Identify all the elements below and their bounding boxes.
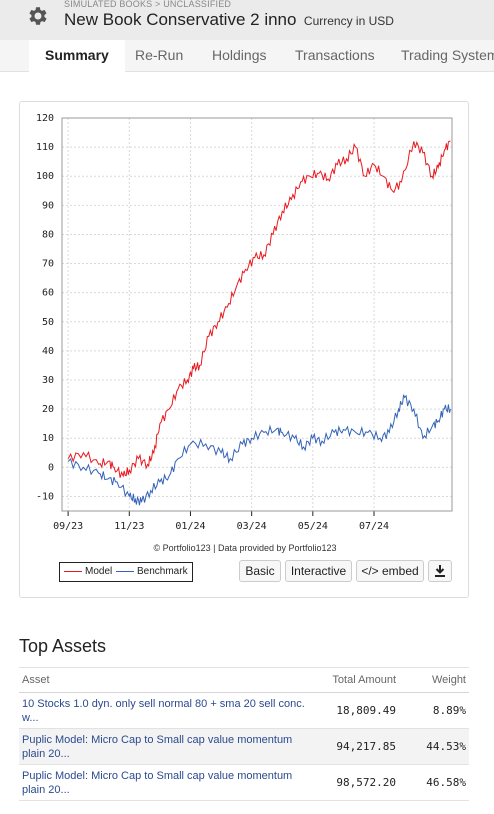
legend-item-model[interactable]: Model	[64, 566, 112, 577]
asset-link[interactable]: 10 Stocks 1.0 dyn. only sell normal 80 +…	[19, 692, 309, 729]
y-tick-label: 120	[36, 113, 54, 124]
weight-cell: 8.89%	[399, 692, 469, 729]
y-tick-label: 10	[42, 433, 54, 444]
x-axis: 09/23 11/23 01/24 03/24 05/24 07/24	[53, 511, 389, 532]
chart-series	[67, 140, 451, 506]
download-button[interactable]	[428, 560, 452, 582]
tab-summary[interactable]: Summary	[29, 40, 125, 73]
y-tick-label: 60	[42, 288, 54, 299]
weight-cell: 46.58%	[399, 764, 469, 801]
y-tick-label: -10	[36, 491, 54, 502]
asset-link[interactable]: Puplic Model: Micro Cap to Small cap val…	[19, 728, 309, 765]
x-tick-label: 11/23	[114, 521, 144, 532]
column-header-weight[interactable]: Weight	[399, 667, 469, 693]
top-assets-table: Asset Total Amount Weight 10 Stocks 1.0 …	[19, 667, 469, 801]
weight-cell: 44.53%	[399, 728, 469, 765]
chart-legend: Model Benchmark	[59, 562, 193, 582]
x-tick-label: 01/24	[175, 521, 205, 532]
y-tick-label: 0	[48, 462, 54, 473]
performance-chart-panel: -10 0 10 20 30 40 50 60 70 80 90 100 110 120 09/23 11/…	[19, 101, 469, 598]
page-header: SIMULATED BOOKS > UNCLASSIFIED New Book …	[0, 0, 494, 40]
column-header-asset[interactable]: Asset	[19, 667, 309, 693]
legend-label-model: Model	[85, 566, 113, 577]
tab-re-run[interactable]: Re-Run	[135, 47, 184, 63]
download-icon	[435, 565, 445, 577]
table-row: 10 Stocks 1.0 dyn. only sell normal 80 +…	[19, 692, 469, 729]
gear-icon[interactable]	[26, 4, 50, 28]
chart-copyright: © Portfolio123 | Data provided by Portfo…	[153, 543, 337, 553]
embed-button[interactable]: </> embed	[356, 560, 424, 582]
y-tick-label: 20	[42, 404, 54, 415]
legend-swatch-benchmark	[116, 570, 134, 572]
basic-button[interactable]: Basic	[239, 560, 281, 582]
y-tick-label: 110	[36, 142, 54, 153]
y-tick-label: 50	[42, 317, 54, 328]
x-tick-label: 05/24	[298, 521, 328, 532]
y-tick-label: 70	[42, 259, 54, 270]
amount-cell: 18,809.49	[309, 692, 399, 729]
interactive-button[interactable]: Interactive	[285, 560, 352, 582]
y-tick-label: 40	[42, 346, 54, 357]
legend-item-benchmark[interactable]: Benchmark	[116, 566, 188, 577]
breadcrumb[interactable]: SIMULATED BOOKS > UNCLASSIFIED	[64, 0, 232, 9]
tab-trading-system[interactable]: Trading System	[401, 47, 494, 63]
performance-chart[interactable]: -10 0 10 20 30 40 50 60 70 80 90 100 110 120 09/23 11/…	[20, 102, 470, 542]
amount-cell: 94,217.85	[309, 728, 399, 765]
series-line-benchmark	[67, 394, 451, 506]
top-assets-title: Top Assets	[19, 636, 107, 656]
amount-cell: 98,572.20	[309, 764, 399, 801]
tab-transactions[interactable]: Transactions	[295, 47, 375, 63]
legend-label-benchmark: Benchmark	[137, 566, 188, 577]
plot-frame	[61, 117, 453, 512]
series-line-model	[67, 140, 451, 478]
x-tick-label: 09/23	[53, 521, 83, 532]
legend-swatch-model	[64, 570, 82, 572]
y-tick-label: 30	[42, 375, 54, 386]
y-tick-label: 100	[36, 171, 54, 182]
title-row: New Book Conservative 2 inno Currency in…	[64, 10, 394, 30]
table-header-row: Asset Total Amount Weight	[19, 667, 469, 693]
y-tick-label: 80	[42, 229, 54, 240]
table-row: Puplic Model: Micro Cap to Small cap val…	[19, 764, 469, 801]
x-tick-label: 03/24	[237, 521, 267, 532]
tab-bar: Summary Re-Run Holdings Transactions Tra…	[0, 40, 494, 73]
currency-label: Currency in USD	[303, 14, 394, 28]
asset-link[interactable]: Puplic Model: Micro Cap to Small cap val…	[19, 764, 309, 801]
y-tick-label: 90	[42, 200, 54, 211]
y-axis: -10 0 10 20 30 40 50 60 70 80 90 100 110 120	[36, 113, 54, 502]
table-row: Puplic Model: Micro Cap to Small cap val…	[19, 728, 469, 765]
x-tick-label: 07/24	[359, 521, 389, 532]
chart-grid	[62, 117, 452, 511]
tab-holdings[interactable]: Holdings	[212, 47, 267, 63]
column-header-amount[interactable]: Total Amount	[309, 667, 399, 693]
page-title: New Book Conservative 2 inno	[64, 10, 297, 29]
